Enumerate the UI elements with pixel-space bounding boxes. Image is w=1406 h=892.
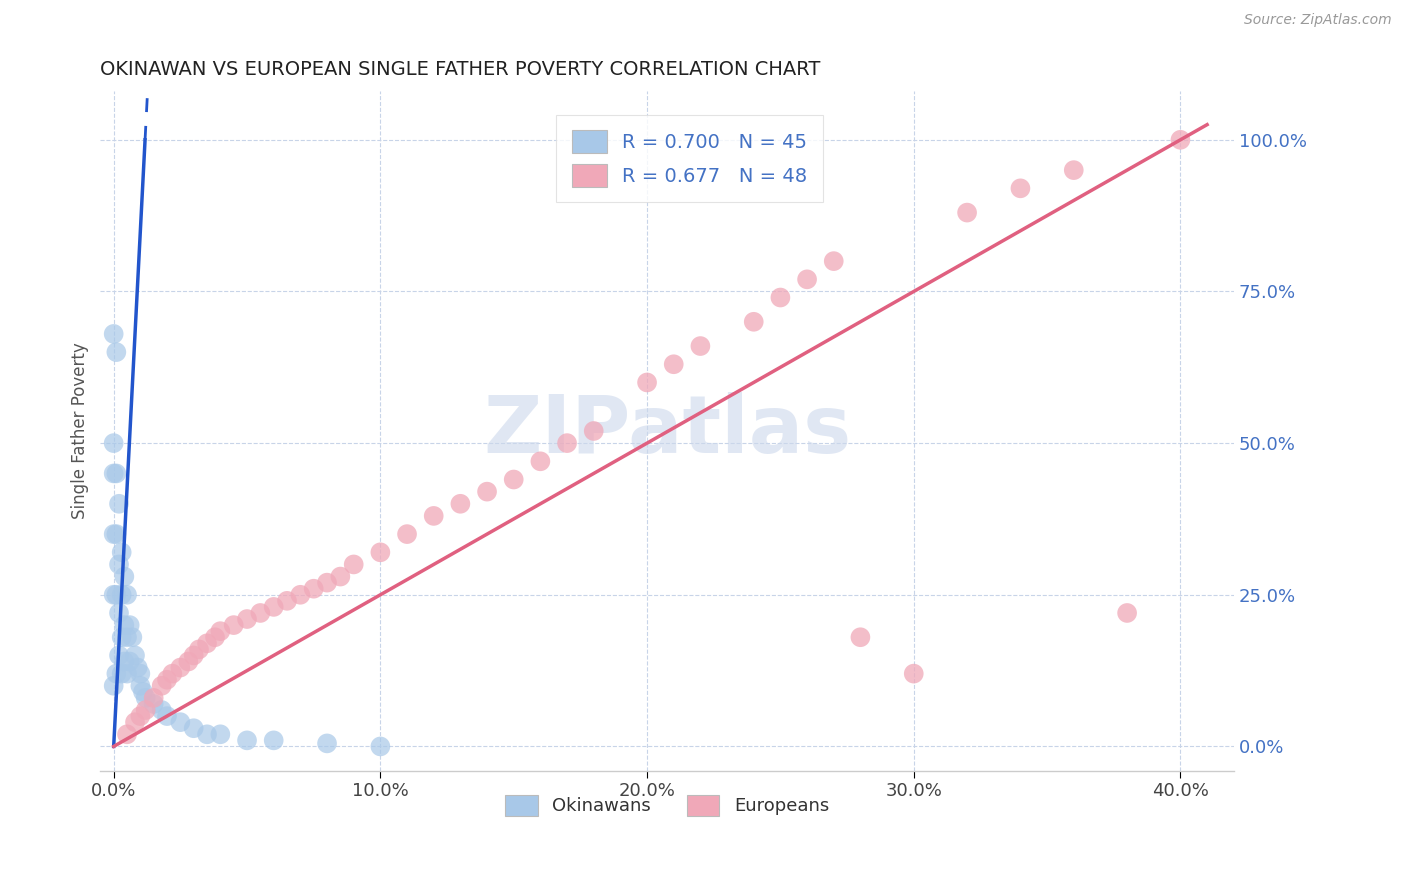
Point [103,679,125,693]
Point [108,648,131,663]
Point [370,739,392,754]
Point [129,679,152,693]
Point [236,612,259,626]
Text: ZIPatlas: ZIPatlas [482,392,851,470]
Point [956,205,979,219]
Point [129,709,152,723]
Point [183,721,205,735]
Point [195,727,218,741]
Point [115,588,138,602]
Point [302,582,325,596]
Point [103,436,125,450]
Point [422,508,444,523]
Point [249,606,271,620]
Point [689,339,711,353]
Point [121,630,143,644]
Point [105,345,128,359]
Point [204,630,226,644]
Point [396,527,419,541]
Point [150,679,173,693]
Point [112,655,135,669]
Point [142,690,165,705]
Point [105,527,128,541]
Point [823,254,845,268]
Point [127,660,149,674]
Point [903,666,925,681]
Point [111,630,134,644]
Point [769,291,792,305]
Point [188,642,211,657]
Point [316,736,339,750]
Point [162,666,184,681]
Point [112,569,135,583]
Point [343,558,366,572]
Point [118,655,141,669]
Point [449,497,471,511]
Point [169,715,191,730]
Point [276,594,298,608]
Point [103,527,125,541]
Point [103,467,125,481]
Point [118,618,141,632]
Point [135,690,157,705]
Point [115,630,138,644]
Point [169,660,191,674]
Point [103,326,125,341]
Point [796,272,818,286]
Point [502,473,524,487]
Point [111,588,134,602]
Point [124,715,146,730]
Point [662,357,685,371]
Text: Source: ZipAtlas.com: Source: ZipAtlas.com [1244,13,1392,28]
Point [135,703,157,717]
Legend: Okinawans, Europeans: Okinawans, Europeans [498,788,837,822]
Point [150,703,173,717]
Point [105,588,128,602]
Point [1170,133,1192,147]
Point [112,618,135,632]
Point [1010,181,1032,195]
Point [111,545,134,559]
Point [142,697,165,711]
Point [236,733,259,747]
Point [105,666,128,681]
Point [290,588,312,602]
Point [132,685,155,699]
Point [103,588,125,602]
Point [329,569,352,583]
Point [209,624,232,639]
Point [183,648,205,663]
Point [742,315,765,329]
Point [129,666,152,681]
Point [555,436,578,450]
Point [636,376,658,390]
Point [1063,163,1085,178]
Text: OKINAWAN VS EUROPEAN SINGLE FATHER POVERTY CORRELATION CHART: OKINAWAN VS EUROPEAN SINGLE FATHER POVER… [100,60,821,78]
Point [156,673,179,687]
Point [108,558,131,572]
Point [316,575,339,590]
Point [156,709,179,723]
Point [849,630,872,644]
Point [475,484,498,499]
Point [108,497,131,511]
Point [582,424,605,438]
Point [263,733,285,747]
Point [108,606,131,620]
Point [1116,606,1139,620]
Point [195,636,218,650]
Point [177,655,200,669]
Point [111,666,134,681]
Y-axis label: Single Father Poverty: Single Father Poverty [72,343,89,519]
Point [209,727,232,741]
Point [529,454,551,468]
Point [222,618,245,632]
Point [115,727,138,741]
Point [124,648,146,663]
Point [263,599,285,614]
Point [370,545,392,559]
Point [115,666,138,681]
Point [105,467,128,481]
